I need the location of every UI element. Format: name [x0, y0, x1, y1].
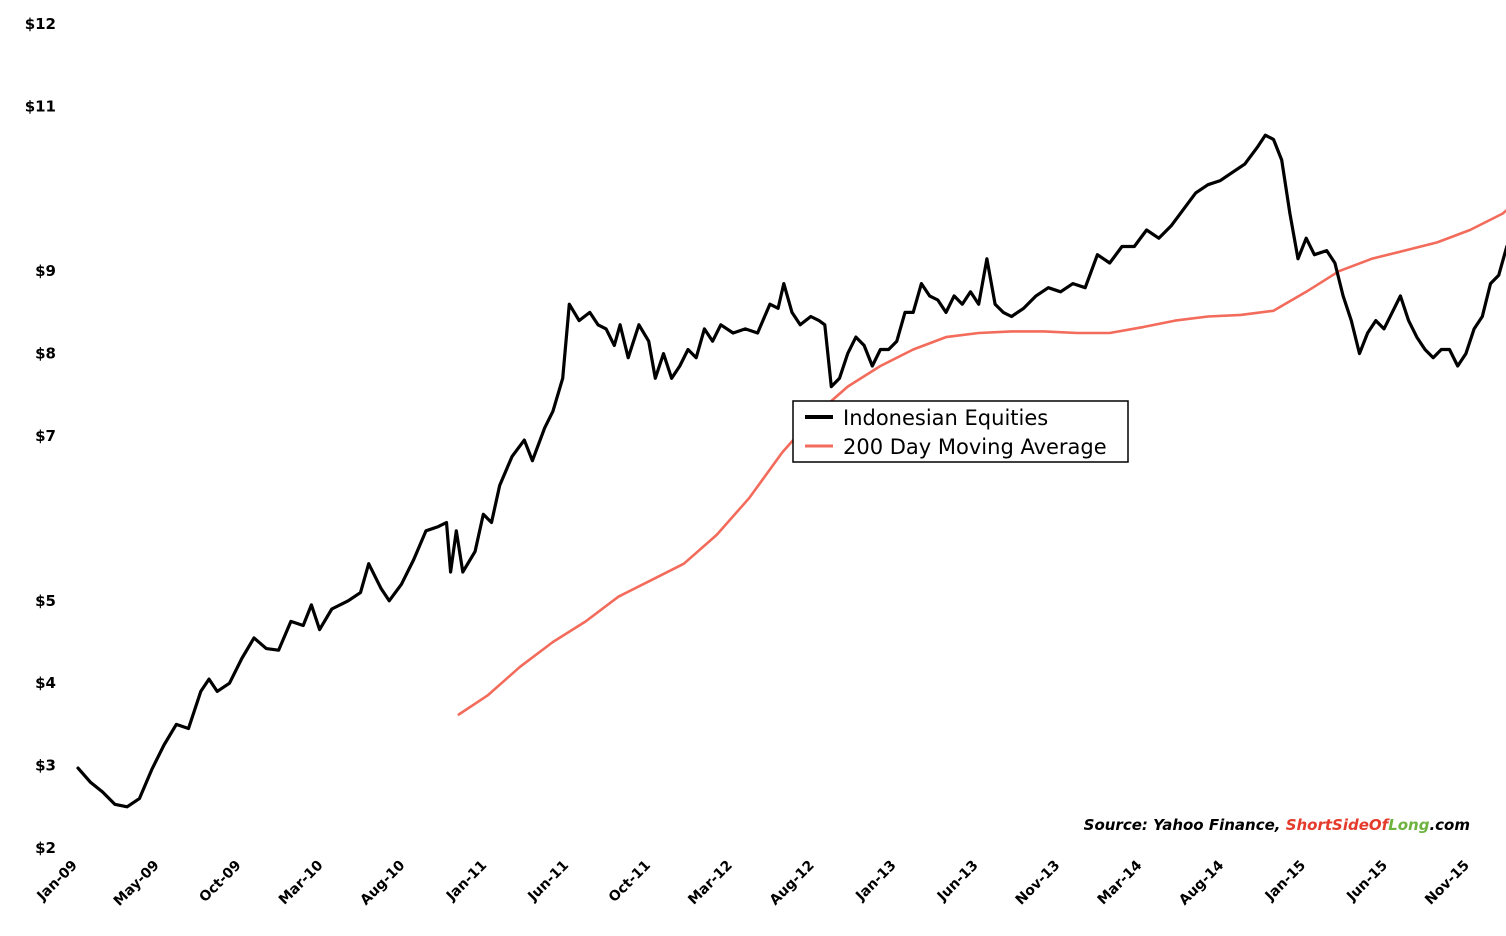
legend-box	[792, 400, 1129, 463]
x-tick-label: Aug-14	[1176, 857, 1227, 908]
y-tick-label: $8	[35, 345, 56, 363]
x-tick-label: Jan-13	[852, 858, 899, 905]
source-short: Short	[1286, 816, 1333, 834]
series-layer	[76, 133, 1506, 809]
series-line-moving-average	[457, 208, 1506, 716]
y-tick-label: $4	[35, 674, 56, 692]
source-side: Side	[1332, 816, 1369, 834]
x-tick-label: May-09	[111, 858, 163, 910]
x-tick-label: Aug-12	[767, 858, 818, 909]
x-axis: Jan-09 May-09 Oct-09 Mar-10 Aug-10 Jan-11 Jun-…	[34, 857, 1473, 909]
series-line-indonesian-equities	[76, 133, 1506, 809]
x-tick-label: Jan-15	[1262, 858, 1309, 905]
y-tick-label: $9	[35, 262, 56, 280]
legend: Indonesian Equities 200 Day Moving Avera…	[792, 400, 1129, 463]
y-axis: $2 $3 $4 $5 $7 $8 $9 $11 $12	[25, 15, 56, 857]
x-tick-label: Mar-10	[276, 857, 327, 908]
x-tick-label: Mar-14	[1095, 857, 1146, 908]
x-tick-label: Aug-10	[357, 857, 408, 908]
y-tick-label: $12	[25, 15, 56, 33]
y-tick-label: $11	[25, 97, 56, 115]
source-com: .com	[1429, 816, 1470, 834]
legend-label-equities: Indonesian Equities	[843, 406, 1048, 430]
x-tick-label: Jan-11	[443, 858, 490, 905]
source-of: Of	[1369, 816, 1391, 834]
x-tick-label: Jun-13	[934, 858, 982, 906]
y-tick-label: $5	[35, 592, 56, 610]
x-tick-label: Oct-11	[606, 858, 654, 906]
y-tick-label: $7	[35, 427, 56, 445]
y-tick-label: $3	[35, 757, 56, 775]
x-tick-label: Nov-13	[1013, 858, 1064, 909]
legend-label-moving-average: 200 Day Moving Average	[843, 435, 1107, 459]
source-prefix: Source: Yahoo Finance,	[1084, 816, 1286, 834]
source-annotation: Source: Yahoo Finance, ShortSideOfLong.c…	[1084, 816, 1470, 834]
x-tick-label: Jun-15	[1343, 858, 1391, 906]
x-tick-label: Nov-15	[1422, 858, 1473, 909]
x-tick-label: Oct-09	[196, 858, 244, 906]
x-tick-label: Mar-12	[685, 858, 736, 909]
source-long: Long	[1388, 816, 1430, 834]
x-tick-label: Jan-09	[34, 858, 81, 905]
x-tick-label: Jun-11	[524, 858, 572, 906]
y-tick-label: $2	[35, 839, 56, 857]
